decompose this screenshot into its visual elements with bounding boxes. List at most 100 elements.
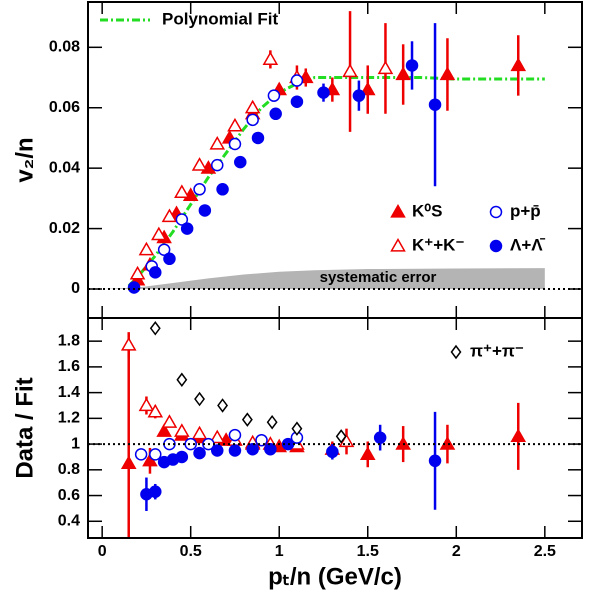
marker (342, 63, 358, 78)
plot-area (120, 321, 527, 538)
legend-label: Λ+Λ̄ (510, 235, 546, 254)
marker (228, 428, 242, 442)
marker (176, 372, 188, 388)
marker (134, 448, 148, 461)
x-tick-label: 0.5 (180, 543, 202, 560)
x-axis-label: pₜ/n (GeV/c) (268, 563, 402, 590)
marker (291, 421, 303, 436)
y-tick-label: 0.6 (58, 487, 80, 504)
y-tick-label: 1.4 (58, 384, 80, 401)
marker (290, 95, 304, 108)
marker (211, 158, 224, 172)
marker (163, 252, 176, 266)
marker (174, 184, 190, 198)
marker (439, 436, 456, 450)
marker (209, 135, 226, 150)
marker (198, 204, 212, 217)
fit-line (127, 76, 545, 288)
marker (174, 423, 190, 437)
marker (209, 429, 226, 444)
systematic-band (102, 268, 545, 289)
y-axis-label: Data / Fit (11, 377, 38, 478)
marker (269, 107, 282, 121)
y-tick-label: 1 (71, 435, 80, 452)
y-tick-label: 1.2 (58, 410, 80, 427)
marker (489, 239, 503, 253)
marker (194, 391, 205, 407)
legend-label: π⁺+π⁻ (470, 341, 524, 360)
marker (266, 414, 278, 430)
marker (290, 74, 304, 87)
marker (217, 398, 229, 413)
marker (264, 442, 277, 456)
marker (149, 485, 162, 498)
marker (510, 428, 527, 442)
marker (267, 89, 281, 102)
marker (335, 429, 347, 444)
marker (390, 203, 406, 218)
marker (193, 446, 206, 460)
marker (157, 243, 171, 256)
frame (87, 317, 583, 539)
marker (246, 113, 259, 127)
marker (175, 450, 189, 464)
marker (428, 98, 442, 111)
marker (161, 208, 178, 223)
marker (184, 437, 197, 451)
marker (211, 444, 224, 457)
marker (149, 448, 162, 461)
marker (175, 213, 189, 226)
marker (405, 59, 419, 72)
x-tick-label: 0 (98, 543, 107, 560)
marker (156, 423, 172, 437)
band-label: systematic error (320, 269, 437, 286)
y-tick-label: 1.6 (58, 358, 80, 375)
marker (191, 157, 208, 171)
marker (359, 81, 376, 96)
marker (151, 226, 167, 241)
marker (147, 403, 164, 418)
marker (127, 281, 141, 294)
marker (191, 425, 208, 440)
legend-label: K⁺+K⁻ (412, 235, 464, 254)
marker (234, 155, 247, 169)
marker (138, 397, 155, 412)
x-tick-label: 2 (452, 543, 461, 560)
marker (193, 183, 206, 196)
marker (510, 57, 527, 72)
marker (216, 183, 229, 196)
y-tick-label: 0.06 (49, 99, 80, 116)
marker (428, 454, 442, 468)
marker (149, 321, 161, 336)
marker (228, 444, 242, 457)
marker (227, 117, 243, 132)
marker (326, 445, 339, 459)
marker (395, 66, 411, 81)
y-tick-label: 0.02 (49, 220, 80, 237)
marker (390, 237, 406, 252)
y-tick-label: 0.8 (58, 461, 80, 478)
marker (373, 431, 387, 444)
legend-label: Polynomial Fit (162, 9, 279, 28)
marker (129, 265, 146, 280)
marker (489, 205, 503, 219)
marker (120, 455, 137, 470)
marker (352, 89, 366, 102)
marker (246, 442, 259, 456)
y-tick-label: 1.8 (58, 332, 80, 349)
marker (244, 99, 261, 114)
marker (439, 66, 456, 81)
x-tick-label: 1.5 (357, 543, 379, 560)
y-tick-label: 0.04 (49, 159, 80, 176)
legend-label: p+p̄ (510, 201, 541, 220)
marker (228, 137, 242, 151)
marker (251, 131, 265, 145)
y-tick-label: 0.08 (49, 39, 80, 56)
marker (317, 86, 330, 99)
marker (377, 60, 394, 75)
marker (241, 412, 253, 427)
marker (262, 51, 279, 66)
x-tick-label: 1 (275, 543, 284, 560)
marker (138, 241, 155, 256)
